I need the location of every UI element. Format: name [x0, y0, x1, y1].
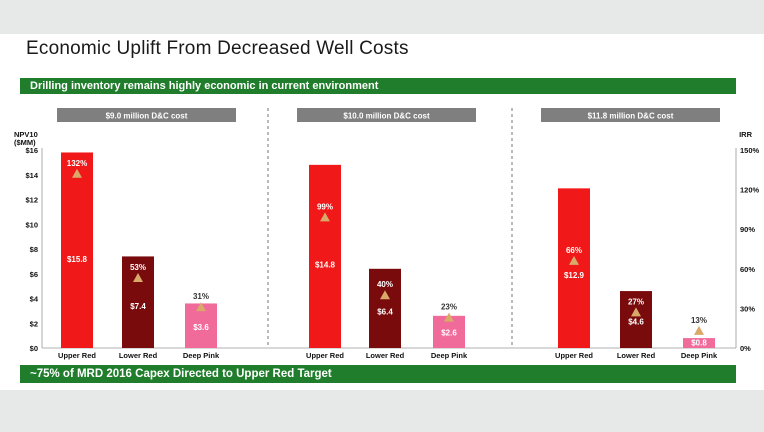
x-tick-label: Upper Red	[58, 351, 96, 360]
y-tick-right: 60%	[740, 265, 755, 274]
x-tick-label: Lower Red	[366, 351, 405, 360]
irr-marker	[320, 212, 330, 222]
x-tick-label: Upper Red	[306, 351, 344, 360]
group-header-label: $11.8 million D&C cost	[588, 112, 674, 121]
y-axis-label-left-line1: NPV10	[14, 130, 38, 139]
slide: Economic Uplift From Decreased Well Cost…	[0, 34, 764, 390]
irr-marker	[133, 273, 143, 283]
npv-irr-chart: NPV10($MM)$16 $14 $12 $10 $8 $6 $4 $2 $0 IRR 150% 1…	[14, 108, 760, 360]
x-tick-label: Deep Pink	[681, 351, 718, 360]
irr-data-label: 132%	[67, 159, 87, 168]
slide-title: Economic Uplift From Decreased Well Cost…	[26, 38, 409, 59]
irr-data-label: 31%	[193, 292, 209, 301]
irr-marker	[196, 302, 206, 312]
x-tick-label: Deep Pink	[431, 351, 468, 360]
y-tick-right: 120%	[740, 186, 760, 195]
bar-lower-red	[122, 256, 154, 348]
y-tick-left: $16	[25, 146, 38, 155]
irr-data-label: 23%	[441, 303, 457, 312]
group-header-label: $10.0 million D&C cost	[343, 112, 430, 121]
group-header-box	[541, 108, 720, 122]
irr-data-label: 53%	[130, 263, 146, 272]
irr-data-label: 40%	[377, 280, 393, 289]
x-tick-label: Upper Red	[555, 351, 593, 360]
npv-data-label: $15.8	[67, 255, 88, 264]
bar-lower-red	[369, 268, 401, 348]
y-tick-left: $2	[30, 319, 38, 328]
group-header-box	[297, 108, 476, 122]
npv-data-label: $4.6	[628, 317, 644, 326]
bar-upper-red	[309, 164, 341, 348]
irr-marker	[631, 307, 641, 317]
irr-marker	[72, 168, 82, 178]
x-tick-label: Deep Pink	[183, 351, 220, 360]
y-tick-left: $12	[25, 196, 38, 205]
y-tick-left: $0	[30, 344, 38, 353]
y-tick-right: 90%	[740, 225, 755, 234]
npv-data-label: $0.8	[691, 339, 707, 348]
group-header-label: $9.0 million D&C cost	[106, 112, 188, 121]
y-tick-right: 30%	[740, 304, 755, 313]
irr-marker	[444, 312, 454, 322]
npv-data-label: $2.6	[441, 329, 457, 338]
irr-marker	[380, 290, 390, 300]
irr-marker	[694, 325, 704, 335]
irr-data-label: 13%	[691, 316, 707, 325]
x-tick-label: Lower Red	[617, 351, 656, 360]
irr-data-label: 27%	[628, 297, 644, 306]
bar-upper-red	[61, 152, 93, 348]
npv-data-label: $7.4	[130, 302, 146, 311]
y-tick-left: $6	[30, 270, 38, 279]
y-axis-label-right: IRR	[739, 130, 753, 139]
y-axis-label-left-line2: ($MM)	[14, 138, 36, 147]
irr-marker	[569, 255, 579, 265]
y-tick-right: 0%	[740, 344, 751, 353]
npv-data-label: $3.6	[193, 323, 209, 332]
bar-lower-red	[620, 291, 652, 348]
bar-deep-pink	[683, 338, 715, 348]
page-footer-strip	[0, 390, 764, 432]
npv-data-label: $14.8	[315, 261, 336, 270]
irr-data-label: 99%	[317, 202, 333, 211]
irr-data-label: 66%	[566, 246, 582, 255]
y-tick-left: $10	[25, 220, 38, 229]
subtitle-banner: Drilling inventory remains highly econom…	[20, 78, 736, 94]
bottom-banner: ~75% of MRD 2016 Capex Directed to Upper…	[20, 365, 736, 383]
y-tick-left: $14	[25, 171, 38, 180]
npv-data-label: $6.4	[377, 307, 393, 316]
bar-upper-red	[558, 188, 590, 348]
y-tick-left: $8	[30, 245, 38, 254]
group-header-box	[57, 108, 236, 122]
npv-data-label: $12.9	[564, 271, 585, 280]
y-tick-left: $4	[30, 295, 39, 304]
x-tick-label: Lower Red	[119, 351, 158, 360]
y-tick-right: 150%	[740, 146, 760, 155]
